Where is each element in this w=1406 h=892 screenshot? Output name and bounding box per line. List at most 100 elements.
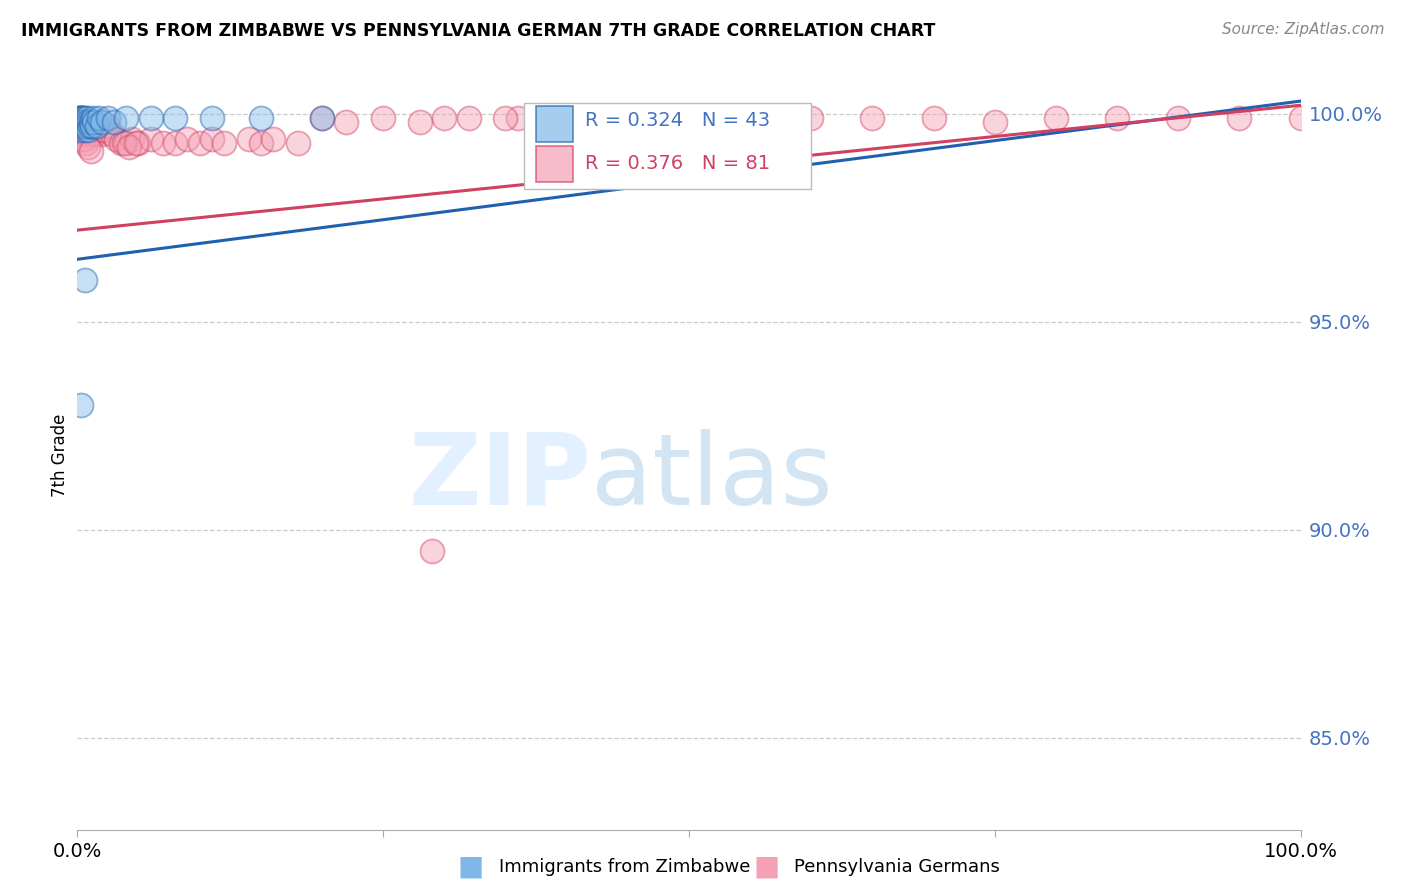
Point [77, 123, 100, 137]
Point [69, 111, 91, 125]
Point [86, 123, 108, 137]
Point [152, 136, 174, 150]
Point [89, 111, 111, 125]
Point [127, 136, 149, 150]
Point [100, 128, 122, 142]
Point [67, 111, 90, 125]
Point [75, 119, 97, 133]
Point [73, 273, 96, 287]
Point [139, 131, 162, 145]
Point [335, 115, 357, 129]
Point [69, 119, 91, 133]
Point [75, 119, 97, 133]
Point [110, 136, 132, 150]
Point [165, 111, 187, 125]
Point [83, 119, 105, 133]
Text: Immigrants from Zimbabwe: Immigrants from Zimbabwe [499, 858, 751, 876]
Point [250, 111, 273, 125]
Point [73, 115, 96, 129]
Point [82, 111, 104, 125]
Point [67, 119, 90, 133]
Point [97, 119, 120, 133]
Point [72, 115, 94, 129]
Point [83, 115, 105, 129]
Point [176, 131, 198, 145]
Point [555, 111, 578, 125]
Point [76, 123, 98, 137]
Point [76, 115, 98, 129]
Point [678, 111, 700, 125]
Point [73, 123, 96, 137]
Point [72, 119, 94, 133]
Point [84, 128, 107, 142]
Point [70, 119, 93, 133]
Point [73, 115, 96, 129]
Point [70, 119, 93, 133]
Point [72, 128, 94, 142]
Point [115, 111, 138, 125]
Point [862, 111, 884, 125]
Point [70, 119, 93, 133]
Point [76, 111, 98, 125]
Point [1229, 111, 1251, 125]
Point [922, 111, 945, 125]
Point [70, 115, 93, 129]
Point [188, 136, 211, 150]
Point [121, 131, 143, 145]
Point [69, 111, 91, 125]
Point [80, 123, 103, 137]
FancyBboxPatch shape [524, 103, 811, 189]
Point [97, 111, 120, 125]
Point [70, 128, 93, 142]
Point [80, 119, 103, 133]
Point [73, 111, 96, 125]
Y-axis label: 7th Grade: 7th Grade [51, 413, 69, 497]
Point [105, 131, 128, 145]
Text: Pennsylvania Germans: Pennsylvania Germans [794, 858, 1000, 876]
Point [80, 115, 103, 129]
Point [70, 115, 93, 129]
Point [409, 115, 432, 129]
Point [73, 131, 96, 145]
Point [139, 111, 162, 125]
Text: ■: ■ [458, 853, 484, 881]
Point [93, 123, 115, 137]
Point [77, 119, 100, 133]
Point [125, 136, 148, 150]
Point [800, 111, 823, 125]
Text: ■: ■ [754, 853, 779, 881]
Point [77, 128, 100, 142]
Point [1289, 111, 1312, 125]
Text: Source: ZipAtlas.com: Source: ZipAtlas.com [1222, 22, 1385, 37]
Text: ZIP: ZIP [408, 429, 591, 526]
Point [80, 119, 103, 133]
Point [201, 111, 224, 125]
Point [67, 115, 90, 129]
Point [457, 111, 479, 125]
Point [77, 140, 100, 154]
Point [1107, 111, 1129, 125]
Point [77, 115, 100, 129]
Point [311, 111, 333, 125]
Point [72, 115, 94, 129]
Point [75, 115, 97, 129]
Text: IMMIGRANTS FROM ZIMBABWE VS PENNSYLVANIA GERMAN 7TH GRADE CORRELATION CHART: IMMIGRANTS FROM ZIMBABWE VS PENNSYLVANIA… [21, 22, 935, 40]
Point [86, 119, 108, 133]
Point [79, 119, 101, 133]
Point [69, 123, 91, 137]
Point [80, 144, 103, 158]
Point [76, 119, 98, 133]
Point [238, 131, 260, 145]
Point [740, 111, 762, 125]
Point [112, 136, 135, 150]
Point [250, 136, 273, 150]
Point [72, 131, 94, 145]
Point [79, 119, 101, 133]
Text: atlas: atlas [591, 429, 832, 526]
Point [495, 111, 517, 125]
Point [89, 119, 111, 133]
Point [433, 111, 456, 125]
Point [420, 543, 443, 558]
Text: R = 0.324   N = 43: R = 0.324 N = 43 [585, 112, 770, 130]
Point [70, 398, 93, 412]
